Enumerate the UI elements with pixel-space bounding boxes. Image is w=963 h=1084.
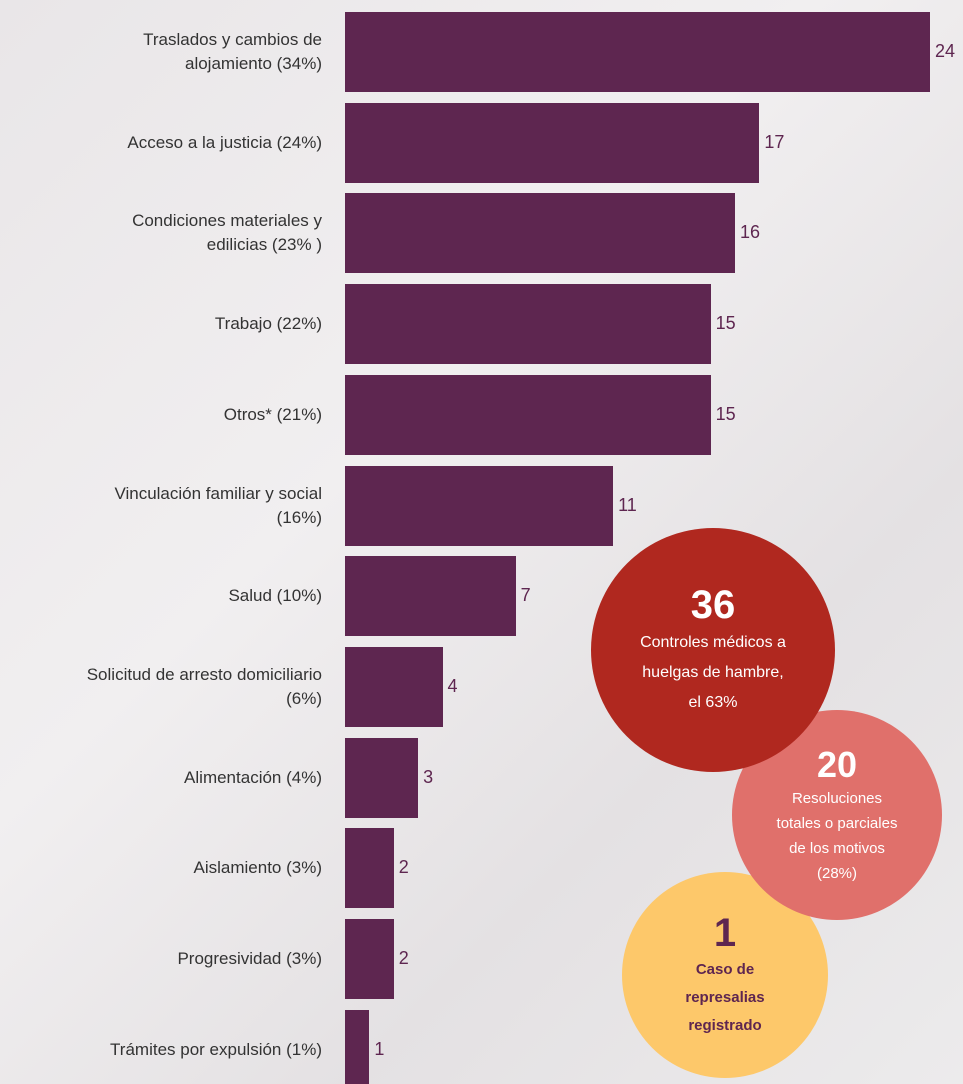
category-label: Progresividad (3%) <box>177 949 322 968</box>
bar <box>345 828 394 909</box>
value-label: 4 <box>447 675 458 696</box>
bar <box>345 737 419 818</box>
annotation-circle: 20 Resoluciones totales o parciales de lo… <box>732 710 942 920</box>
value-label: 1 <box>374 1038 385 1059</box>
category-label: Condiciones materiales y edilicias (23% … <box>132 211 322 255</box>
category-label: Alimentación (4%) <box>184 767 322 787</box>
value-label: 24 <box>935 41 956 61</box>
annotation-text: Resoluciones totales o parciales de los … <box>776 790 898 882</box>
annotation-number: 1 <box>713 911 737 955</box>
bar <box>345 646 443 727</box>
value-label: 17 <box>764 131 785 152</box>
value-label: 16 <box>740 222 761 243</box>
category-label: Trabajo (22%) <box>214 314 322 334</box>
bar <box>345 102 760 183</box>
bar <box>345 374 711 455</box>
category-label: Solicitud de arresto domiciliario (6%) <box>86 664 322 708</box>
bar <box>345 284 711 365</box>
bar <box>345 919 394 999</box>
bar <box>345 556 516 637</box>
category-label: Vinculación familiar y social (16%) <box>114 483 322 527</box>
annotation-text: Caso de represalias registrado <box>685 961 765 1034</box>
bar <box>345 193 735 274</box>
annotation-number: 36 <box>690 583 736 627</box>
category-label: Trámites por expulsión (1%) <box>110 1039 322 1059</box>
value-label: 3 <box>423 766 434 787</box>
category-label: Aislamiento (3%) <box>193 858 323 878</box>
value-label: 15 <box>715 403 736 424</box>
value-label: 7 <box>520 585 531 606</box>
value-label: 15 <box>715 313 736 334</box>
value-label: 11 <box>618 494 637 515</box>
category-label: Traslados y cambios de alojamiento (34%) <box>143 30 322 73</box>
bar <box>345 465 614 546</box>
bar <box>345 12 930 92</box>
category-label: Salud (10%) <box>228 586 322 606</box>
value-label: 2 <box>398 857 409 878</box>
category-label: Otros* (21%) <box>223 404 322 424</box>
bar <box>345 1009 370 1084</box>
annotation-text: Controles médicos a huelgas de hambre, e… <box>640 634 786 711</box>
annotation-circle: 36 Controles médicos a huelgas de hambre,… <box>591 528 835 772</box>
value-label: 2 <box>398 948 409 968</box>
category-label: Acceso a la justicia (24%) <box>127 132 322 152</box>
annotation-number: 20 <box>816 744 858 785</box>
